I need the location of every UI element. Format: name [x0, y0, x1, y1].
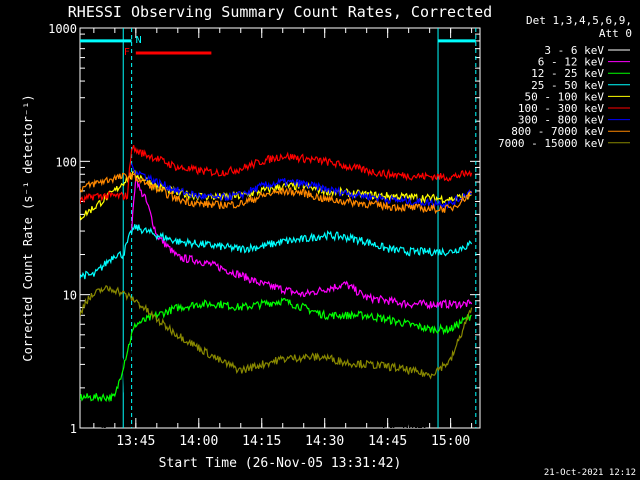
flag-label-f: F	[124, 47, 130, 58]
series-line	[80, 284, 473, 380]
x-tick-label: 14:45	[368, 434, 407, 449]
legend-header-1: Det 1,3,4,5,6,9,	[526, 14, 632, 27]
legend-label: 6 - 12 keV	[538, 56, 605, 69]
legend-label: 3 - 6 keV	[544, 44, 604, 57]
series-line	[80, 145, 473, 205]
series-line	[131, 176, 473, 310]
x-tick-label: 14:15	[242, 434, 281, 449]
y-tick-label: 100	[55, 155, 77, 169]
plot-area: 1 10 100 1000 13:45 14:00 14:15 14:30 14:45 15:00…	[48, 22, 481, 449]
legend-label: 300 - 800 keV	[518, 114, 604, 127]
y-tick-label: 1000	[48, 22, 77, 36]
legend-label: 100 - 300 keV	[518, 102, 604, 115]
series-line	[131, 163, 473, 210]
legend-label: 800 - 7000 keV	[511, 125, 604, 138]
axes-frame	[79, 27, 481, 429]
legend-label: 12 - 25 keV	[531, 67, 604, 80]
footer-date: 21-Oct-2021 12:12	[544, 468, 636, 478]
x-tick-label: 15:00	[431, 434, 470, 449]
series-line	[80, 172, 473, 215]
x-axis-label: Start Time (26-Nov-05 13:31:42)	[159, 456, 402, 471]
series-line	[80, 224, 473, 280]
y-tick-label: 1	[70, 422, 77, 436]
chart-title: RHESSI Observing Summary Count Rates, Co…	[68, 3, 492, 21]
legend-label: 25 - 50 keV	[531, 79, 604, 92]
legend-label: 50 - 100 keV	[525, 90, 605, 103]
x-tick-label: 14:00	[179, 434, 218, 449]
series-line	[101, 217, 426, 428]
legend-label: 7000 - 15000 keV	[498, 137, 604, 150]
y-tick-label: 10	[63, 289, 77, 303]
y-axis-label: Corrected Count Rate (s⁻¹ detector⁻¹)	[21, 94, 35, 361]
series-line	[80, 297, 472, 403]
x-tick-label: 13:45	[116, 434, 155, 449]
flag-label-n: N	[136, 35, 142, 46]
legend-header-2: Att 0	[599, 27, 632, 40]
x-tick-label: 14:30	[305, 434, 344, 449]
